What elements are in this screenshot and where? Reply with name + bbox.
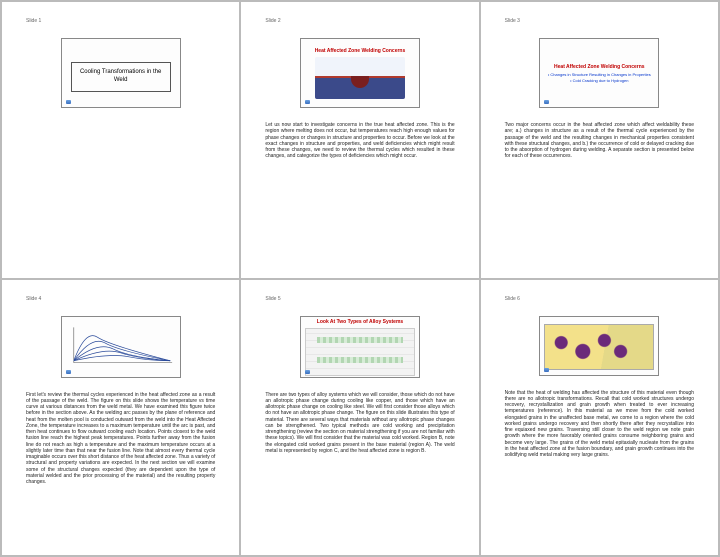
slide-3: Slide 3 Heat Affected Zone Welding Conce… <box>480 1 719 279</box>
logo-icon-inner <box>544 100 549 104</box>
slide-body: There are two types of alloy systems whi… <box>265 392 454 455</box>
slide-body: Note that the heat of welding has affect… <box>505 390 694 459</box>
weld-diagram-icon <box>315 57 405 99</box>
slide-2: Slide 2 Heat Affected Zone Welding Conce… <box>240 1 479 279</box>
alloy-diagram-icon <box>305 328 415 376</box>
slide-thumbnail <box>61 316 181 378</box>
logo-icon-inner <box>66 370 71 374</box>
thumb-title: Heat Affected Zone Welding Concerns <box>313 47 408 55</box>
slide-number: Slide 1 <box>26 18 215 24</box>
thumb-title: Heat Affected Zone Welding Concerns <box>552 63 647 71</box>
thumb-subtitle: • Changes in Structure Resulting in Chan… <box>545 71 654 82</box>
slide-thumbnail: Cooling Transformations in the Weld <box>61 38 181 108</box>
logo-icon-inner <box>305 100 310 104</box>
slide-thumbnail: Heat Affected Zone Welding Concerns • Ch… <box>539 38 659 108</box>
slide-number: Slide 2 <box>265 18 454 24</box>
slide-6: Slide 6 Note that the heat of welding ha… <box>480 279 719 557</box>
slide-title-box: Cooling Transformations in the Weld <box>71 62 171 92</box>
slide-number: Slide 4 <box>26 296 215 302</box>
logo-icon-inner <box>305 370 310 374</box>
slide-body: First let's review the thermal cycles ex… <box>26 392 215 486</box>
logo-icon-inner <box>66 100 71 104</box>
slide-body: Let us now start to investigate concerns… <box>265 122 454 160</box>
slide-grid: Slide 1 Cooling Transformations in the W… <box>0 0 720 557</box>
slide-5: Slide 5 Look At Two Types of Alloy Syste… <box>240 279 479 557</box>
slide-thumbnail <box>539 316 659 376</box>
thumb-title: Look At Two Types of Alloy Systems <box>315 318 405 326</box>
slide-thumbnail: Heat Affected Zone Welding Concerns <box>300 38 420 108</box>
microstructure-icon <box>544 324 654 370</box>
slide-number: Slide 3 <box>505 18 694 24</box>
slide-thumbnail: Look At Two Types of Alloy Systems <box>300 316 420 378</box>
slide-1: Slide 1 Cooling Transformations in the W… <box>1 1 240 279</box>
logo-icon-inner <box>544 368 549 372</box>
slide-number: Slide 6 <box>505 296 694 302</box>
slide-number: Slide 5 <box>265 296 454 302</box>
thermal-cycle-graph-icon <box>62 323 180 371</box>
slide-4: Slide 4 First let's review the thermal c… <box>1 279 240 557</box>
slide-body: Two major concerns occur in the heat aff… <box>505 122 694 160</box>
